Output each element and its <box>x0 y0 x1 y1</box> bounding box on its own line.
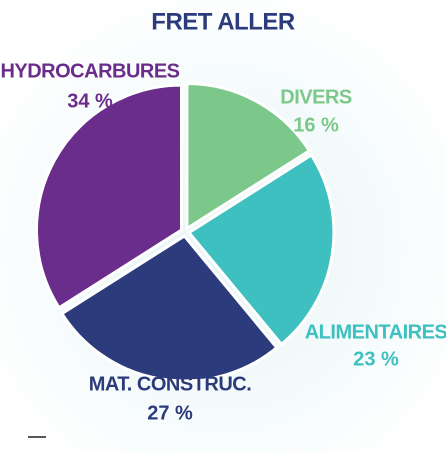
pie-slice <box>186 152 336 347</box>
slice-value-label: 16 % <box>293 114 339 136</box>
pie-slice <box>59 233 279 383</box>
slice-value-label: 27 % <box>147 402 193 424</box>
slice-value-label: 34 % <box>67 90 113 112</box>
chart-title: FRET ALLER <box>151 8 295 35</box>
pie-slice <box>185 81 312 232</box>
slice-label: ALIMENTAIRES <box>305 321 446 343</box>
slice-label: HYDROCARBURES <box>0 60 179 82</box>
slice-value-label: 23 % <box>353 348 399 370</box>
slice-label: MAT. CONSTRUC. <box>89 373 252 395</box>
slice-label: DIVERS <box>280 86 352 108</box>
pie-slice <box>35 83 183 310</box>
